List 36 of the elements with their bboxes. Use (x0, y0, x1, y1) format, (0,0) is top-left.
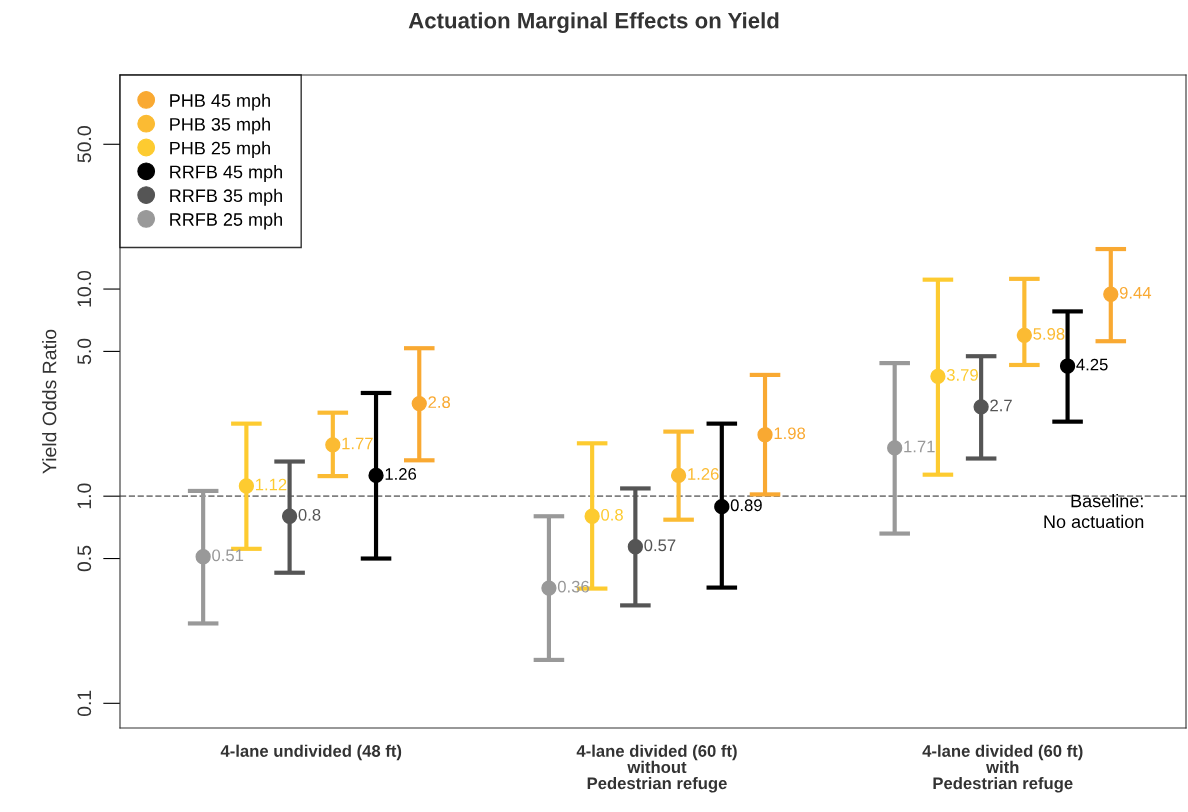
data-label: 1.71 (904, 440, 935, 453)
data-label: 0.89 (730, 499, 762, 512)
y-tick-label: 5.0 (77, 338, 92, 365)
x-tick-label: 4-lane divided (60 ft) without Pedestrian refuge (576, 744, 737, 793)
legend-label: RRFB 45 mph (170, 165, 282, 182)
y-tick-label: 1.0 (77, 483, 92, 509)
data-label: 4.25 (1076, 358, 1108, 371)
data-label: 1.26 (385, 468, 417, 480)
data-label: 2.7 (990, 399, 1012, 412)
y-tick-label: 0.1 (77, 690, 92, 717)
data-label: 1.12 (255, 478, 287, 491)
data-label: 3.79 (946, 369, 978, 381)
data-label: 1.98 (774, 427, 806, 440)
y-axis-title: Yield Odds Ratio (42, 329, 57, 474)
legend-label: RRFB 25 mph (170, 212, 282, 230)
data-label: 2.8 (428, 396, 451, 409)
y-tick-label: 0.5 (77, 545, 92, 572)
ref-line-label: Baseline: No actuation (1044, 494, 1144, 529)
data-label: 0.51 (212, 549, 244, 562)
x-tick-label: 4-lane divided (60 ft) with Pedestrian refuge (922, 744, 1083, 793)
y-tick-label: 50.0 (77, 126, 92, 163)
data-label: 0.8 (298, 508, 321, 521)
data-label: 1.77 (342, 437, 373, 450)
legend-label: RRFB 35 mph (170, 188, 282, 206)
data-label: 0.36 (557, 580, 589, 593)
y-tick-label: 10.0 (77, 270, 92, 307)
data-label: 0.8 (601, 508, 623, 521)
data-label: 1.26 (688, 468, 719, 480)
data-label: 9.44 (1119, 286, 1152, 299)
data-label: 0.57 (644, 539, 676, 552)
x-tick-label: 4-lane undivided (48 ft) (220, 744, 402, 761)
legend-label: PHB 45 mph (170, 93, 270, 111)
chart-title: Actuation Marginal Effects on Yield (408, 12, 779, 33)
data-label: 5.98 (1033, 327, 1065, 340)
legend-label: PHB 35 mph (170, 117, 270, 135)
legend-label: PHB 25 mph (170, 141, 270, 159)
